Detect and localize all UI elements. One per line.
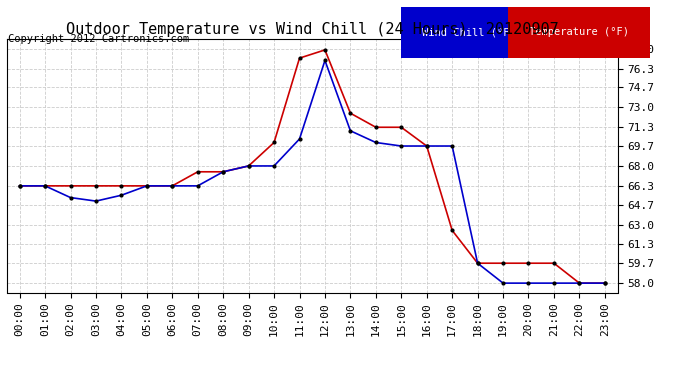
Text: Wind Chill (°F): Wind Chill (°F) — [422, 27, 516, 38]
Text: Temperature (°F): Temperature (°F) — [529, 27, 629, 38]
Title: Outdoor Temperature vs Wind Chill (24 Hours)  20120907: Outdoor Temperature vs Wind Chill (24 Ho… — [66, 22, 559, 37]
Text: Copyright 2012 Cartronics.com: Copyright 2012 Cartronics.com — [8, 34, 190, 44]
